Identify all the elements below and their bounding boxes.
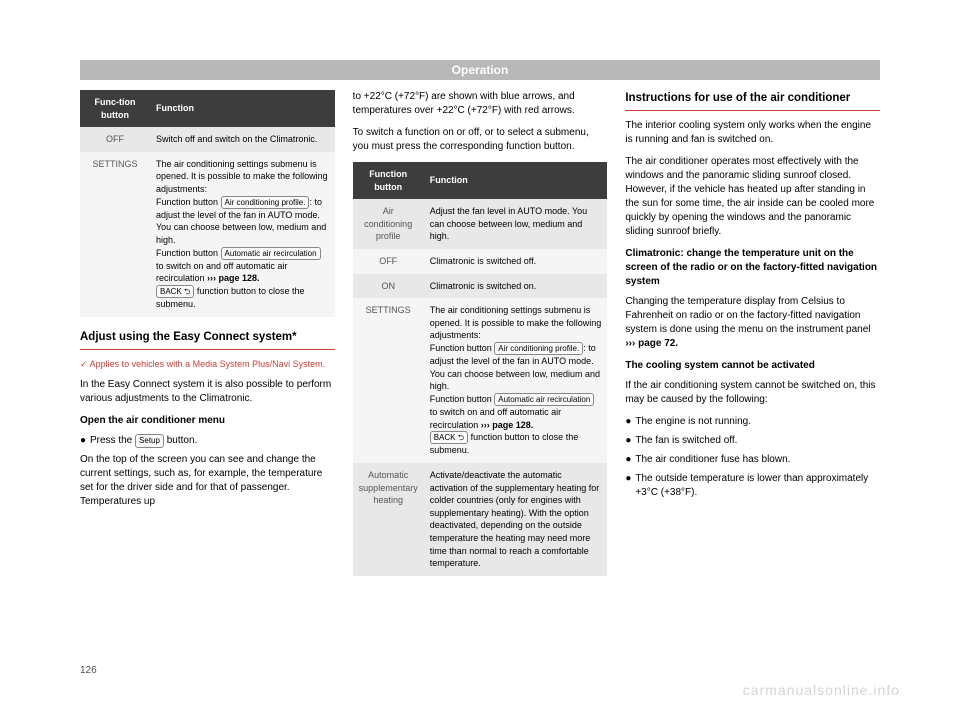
page-ref: ››› page 128. (481, 420, 534, 430)
column-1: Func-tion button Function OFF Switch off… (80, 90, 335, 678)
table-row: Automatic supplementary heating Activate… (353, 463, 608, 576)
bullet-text: The engine is not running. (635, 415, 751, 429)
inline-button: Air conditioning profile. (221, 196, 310, 209)
bullet-dot: ● (625, 415, 635, 429)
section-title-instructions: Instructions for use of the air conditio… (625, 90, 880, 111)
function-table-2: Function button Function Air conditionin… (353, 162, 608, 576)
paragraph: to +22°C (+72°F) are shown with blue arr… (353, 90, 608, 118)
check-icon: ✓ (80, 359, 88, 369)
cell-desc: Climatronic is switched on. (424, 274, 608, 299)
cell-desc: Climatronic is switched off. (424, 249, 608, 274)
cell-label: SETTINGS (353, 298, 424, 463)
bullet-item: ●The fan is switched off. (625, 434, 880, 448)
subheading: Climatronic: change the temperature unit… (625, 247, 880, 289)
paragraph: The air conditioner operates most effect… (625, 155, 880, 239)
page-ref: ››› page 128. (207, 273, 260, 283)
bullet-dot: ● (625, 472, 635, 500)
column-2: to +22°C (+72°F) are shown with blue arr… (353, 90, 608, 678)
table-row: ON Climatronic is switched on. (353, 274, 608, 299)
inline-button: Air conditioning profile. (494, 342, 583, 355)
subheading: The cooling system cannot be activated (625, 359, 880, 373)
column-3: Instructions for use of the air conditio… (625, 90, 880, 678)
inline-button: Setup (135, 434, 164, 447)
text: Press the (90, 435, 135, 446)
bullet-dot: ● (80, 434, 90, 448)
cell-desc: Activate/deactivate the automatic activa… (424, 463, 608, 576)
bullet-text: The fan is switched off. (635, 434, 737, 448)
bullet-item: ●The engine is not running. (625, 415, 880, 429)
paragraph: The interior cooling system only works w… (625, 119, 880, 147)
bullet-dot: ● (625, 453, 635, 467)
function-table-1: Func-tion button Function OFF Switch off… (80, 90, 335, 317)
paragraph: On the top of the screen you can see and… (80, 453, 335, 509)
page-ref: ››› page 72. (625, 338, 678, 349)
cell-label: Air conditioning profile (353, 199, 424, 249)
inline-button: Automatic air recirculation (221, 247, 321, 260)
cell-label: ON (353, 274, 424, 299)
page-body: Func-tion button Function OFF Switch off… (80, 90, 880, 678)
paragraph: In the Easy Connect system it is also po… (80, 378, 335, 406)
table-row: OFF Switch off and switch on the Climatr… (80, 127, 335, 152)
cell-label: OFF (353, 249, 424, 274)
inline-button: BACK ⮌ (430, 431, 468, 444)
table-row: OFF Climatronic is switched off. (353, 249, 608, 274)
table1-header-1: Func-tion button (80, 90, 150, 127)
table2-header-2: Function (424, 162, 608, 199)
table1-header-2: Function (150, 90, 335, 127)
bullet-item: ●The outside temperature is lower than a… (625, 472, 880, 500)
cell-desc: The air conditioning settings submenu is… (424, 298, 608, 463)
table-row: SETTINGS The air conditioning settings s… (80, 152, 335, 317)
table2-header-1: Function button (353, 162, 424, 199)
table-row: Air conditioning profile Adjust the fan … (353, 199, 608, 249)
subheading: Open the air conditioner menu (80, 414, 335, 428)
paragraph: To switch a function on or off, or to se… (353, 126, 608, 154)
cell-label: OFF (80, 127, 150, 152)
inline-button: Automatic air recirculation (494, 393, 594, 406)
cell-label: SETTINGS (80, 152, 150, 317)
text: Changing the temperature display from Ce… (625, 296, 870, 335)
cell-desc: Adjust the fan level in AUTO mode. You c… (424, 199, 608, 249)
bullet-text: The air conditioner fuse has blown. (635, 453, 790, 467)
table-row: SETTINGS The air conditioning settings s… (353, 298, 608, 463)
cell-desc: Switch off and switch on the Climatronic… (150, 127, 335, 152)
text: button. (164, 435, 197, 446)
paragraph: Changing the temperature display from Ce… (625, 295, 880, 351)
cell-label: Automatic supplementary heating (353, 463, 424, 576)
bullet-item: ● Press the Setup button. (80, 434, 335, 448)
bullet-text: Press the Setup button. (90, 434, 197, 448)
paragraph: If the air conditioning system cannot be… (625, 379, 880, 407)
applies-text: Applies to vehicles with a Media System … (90, 359, 326, 369)
applies-note: ✓ Applies to vehicles with a Media Syste… (80, 358, 335, 371)
page-number: 126 (80, 665, 97, 676)
cell-desc: The air conditioning settings submenu is… (150, 152, 335, 317)
watermark: carmanualsonline.info (743, 682, 900, 698)
section-title-easy-connect: Adjust using the Easy Connect system* (80, 329, 335, 350)
bullet-dot: ● (625, 434, 635, 448)
bullet-item: ●The air conditioner fuse has blown. (625, 453, 880, 467)
page-header: Operation (80, 60, 880, 80)
bullet-text: The outside temperature is lower than ap… (635, 472, 880, 500)
inline-button: BACK ⮌ (156, 285, 194, 298)
